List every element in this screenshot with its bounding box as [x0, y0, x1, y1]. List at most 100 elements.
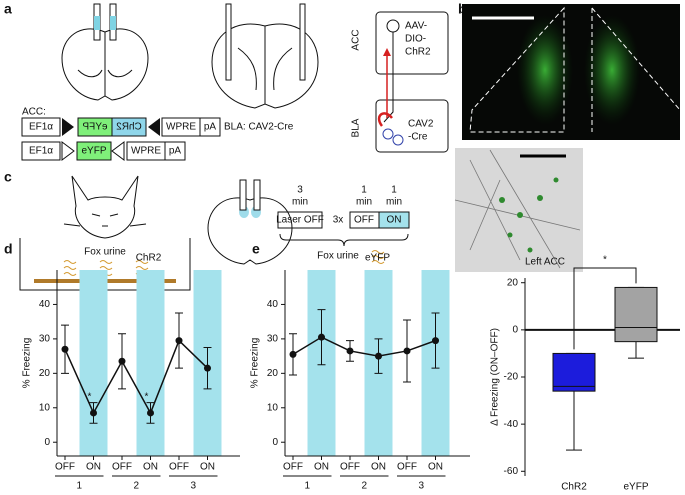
panel-label: c: [4, 169, 12, 185]
y-tick-label: -40: [504, 419, 519, 430]
y-tick-label: 10: [267, 402, 279, 413]
data-point: [147, 409, 154, 417]
brain-coronal-cannula: [207, 179, 293, 265]
protocol: 3 min Laser OFF 3x 1 min 1 min OFF ON Fo…: [276, 185, 410, 264]
x-tick-label: OFF: [340, 462, 360, 473]
data-point: [375, 352, 382, 360]
data-point: [175, 337, 183, 345]
data-point: [403, 347, 411, 355]
data-point: [318, 333, 325, 341]
element: eYFP: [82, 122, 107, 133]
element: EF1α: [29, 122, 53, 133]
significance: *: [145, 391, 149, 402]
y-tick-label: 30: [39, 334, 51, 345]
element: EF1α: [29, 146, 53, 157]
circuit: ACC BLA AAV- DIO- ChR2 CAV2 -Cre: [351, 11, 449, 153]
x-tick-label: OFF: [397, 462, 417, 473]
panel-label: d: [4, 241, 13, 257]
x-tick-label: ON: [200, 462, 215, 473]
series-line: [292, 336, 436, 357]
element: eYFP: [81, 146, 106, 157]
brain-coronal-bla: [211, 3, 319, 109]
x-tick-label: ON: [428, 462, 443, 473]
construct-1: EF1α eYFP ChR2 WPRE pA: [21, 117, 221, 137]
y-tick-label: -60: [504, 466, 519, 477]
panel-label: a: [4, 1, 12, 17]
virus-label: ChR2: [405, 47, 431, 58]
data-point: [346, 347, 354, 355]
y-tick-label: 20: [267, 368, 279, 379]
y-axis-label: % Freezing: [22, 338, 33, 389]
y-tick-label: 30: [267, 334, 279, 345]
acc-label: ACC:: [22, 107, 46, 118]
y-tick-label: 10: [39, 402, 51, 413]
fluorescence-image: [462, 4, 681, 140]
y-axis-label: % Freezing: [250, 338, 261, 389]
virus-label: DIO-: [405, 34, 426, 45]
duration: min: [356, 197, 372, 208]
on-shading: [136, 270, 165, 456]
duration: min: [292, 197, 308, 208]
repeat: 3x: [333, 215, 344, 226]
element: WPRE: [166, 122, 196, 133]
y-tick-label: 40: [39, 299, 51, 310]
group-label: 3: [190, 481, 196, 492]
data-point: [432, 337, 439, 345]
virus-label: -Cre: [408, 132, 428, 143]
y-tick-label: -20: [504, 372, 519, 383]
group-label: 1: [304, 481, 310, 492]
group-label: 3: [418, 481, 424, 492]
bla-label: BLA: CAV2-Cre: [224, 122, 294, 133]
chart-title: eYFP: [365, 253, 390, 264]
chart-title: ChR2: [136, 253, 162, 264]
box: [552, 352, 596, 392]
group-label: 2: [133, 481, 139, 492]
duration: min: [386, 197, 402, 208]
data-point: [204, 364, 211, 372]
significance-bracket: [573, 267, 637, 350]
element: pA: [169, 146, 182, 157]
significance: *: [88, 391, 92, 402]
bracket-label: Fox urine: [317, 251, 359, 262]
odor-label: Fox urine: [84, 247, 126, 258]
region-label: ACC: [351, 29, 362, 50]
x-tick-label: OFF: [169, 462, 189, 473]
virus-label: AAV-: [405, 21, 427, 32]
x-tick-label: OFF: [55, 462, 75, 473]
panel-label: e: [252, 241, 260, 257]
element: WPRE: [131, 146, 161, 157]
brain-coronal-acc: [61, 3, 149, 101]
data-point: [90, 409, 97, 417]
group-label: 2: [361, 481, 367, 492]
duration: 1: [361, 185, 367, 196]
x-tick-label: OFF: [283, 462, 303, 473]
series-line: [64, 339, 209, 415]
element: ChR2: [116, 122, 142, 133]
y-tick-label: 20: [507, 277, 519, 288]
region-label: BLA: [351, 118, 362, 137]
duration: 1: [391, 185, 397, 196]
duration: 3: [297, 185, 303, 196]
data-point: [289, 350, 297, 358]
y-tick-label: 0: [512, 324, 518, 335]
construct-2: EF1α eYFP WPRE pA: [21, 141, 186, 161]
x-tick-label: eYFP: [623, 482, 648, 493]
x-tick-label: OFF: [112, 462, 132, 473]
block: ON: [387, 215, 402, 226]
virus-label: CAV2: [408, 119, 434, 130]
x-tick-label: ON: [314, 462, 329, 473]
y-tick-label: 40: [267, 299, 279, 310]
x-tick-label: ON: [143, 462, 158, 473]
y-axis-label: Δ Freezing (ON–OFF): [490, 328, 501, 426]
x-tick-label: ON: [86, 462, 101, 473]
y-tick-label: 0: [272, 437, 278, 448]
data-point: [118, 357, 126, 365]
x-tick-label: ChR2: [561, 482, 587, 493]
inset-image: Left ACC: [454, 148, 583, 272]
block: OFF: [354, 215, 374, 226]
block: Laser OFF: [276, 215, 324, 226]
y-tick-label: 20: [39, 368, 51, 379]
x-tick-label: ON: [371, 462, 386, 473]
y-tick-label: 0: [44, 437, 50, 448]
